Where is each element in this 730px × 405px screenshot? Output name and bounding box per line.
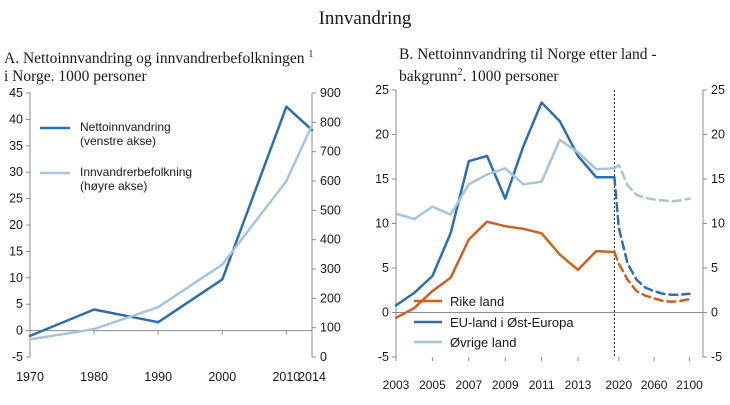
panel-a-right-tick-label: 200 [320,291,341,305]
panel-b-left-tick-label: -5 [378,350,389,364]
panel-b-series-2-historical-line [394,101,616,307]
panel-b-left-tick-label: 25 [375,83,389,97]
panel-a-legend-label: Innvandrerbefolkning [80,165,192,179]
panel-b-x-tick-label: 2005 [419,378,446,392]
panel-b-title-line1: Nettoinnvandring til Norge etter land - [417,46,657,63]
panel-a-left-tick-label: 15 [9,244,23,258]
panel-b-label: B. [399,46,414,63]
panel-a-right-tick-label: 800 [320,115,341,129]
panel-b-series-3-historical-line [394,138,616,221]
panel-b-legend-label: Rike land [450,294,504,309]
panel-b-series-1-projection-line [613,250,691,304]
panel-a-left-tick-label: 10 [9,271,23,285]
panel-a-right-tick-label: 300 [320,262,341,276]
panel-b-x-tick-label: 2007 [455,378,482,392]
panel-a-left-tick-label: 20 [9,218,23,232]
panel-b-title-suffix: . 1000 personer [462,68,559,86]
panel-a-x-tick-label: 2014 [298,370,326,384]
panel-a-left-tick-label: 40 [9,112,23,126]
panel-a-left-tick-label: 45 [9,86,23,100]
panel-a-title-line2: i Norge. 1000 personer [4,68,147,86]
panel-b-x-tick-label: 2011 [529,378,555,392]
panel-a-title-line1: Nettoinnvandring og innvandrerbefolkning… [22,50,305,68]
panel-a-x-tick-label: 1980 [80,370,108,384]
panel-a-legend-note: (venstre akse) [80,134,156,148]
panel-b-right-tick-label: 10 [711,217,725,231]
panel-a-right-tick-label: 100 [320,321,341,335]
panel-a-title: A. Nettoinnvandring og innvandrerbefolkn… [4,46,313,86]
panel-a-series-2-line [28,124,314,341]
panel-a-x-tick-label: 1970 [16,370,44,384]
panel-a-left-tick-label: 25 [9,192,23,206]
panel-b-series-1-historical-line [394,220,616,320]
panel-a-left-tick-label: 30 [9,165,23,179]
panel-b-left-tick-label: 20 [375,128,389,142]
panel-a-x-tick-label: 2000 [208,370,236,384]
panel-b-x-tick-label: 2013 [565,378,592,392]
figure-title: Innvandring [318,8,412,29]
panel-a-left-tick-label: 0 [16,324,23,338]
panel-b-x-tick-label: 2009 [492,378,519,392]
panel-b-left-tick-label: 15 [375,172,389,186]
panel-b-x-tick-label: 2060 [641,378,668,392]
panel-b-legend-label: EU-land i Øst-Europa [450,315,574,330]
panel-b-right-tick-label: 25 [711,83,725,97]
panel-b-footnote-ref: 2 [457,67,463,78]
panel-b-right-tick-label: -5 [711,350,722,364]
panel-a-right-tick-label: 700 [320,145,341,159]
panel-b-right-tick-label: 0 [711,306,718,320]
panel-a-label: A. [4,50,20,68]
panel-a-x-tick-label: 2010 [272,370,300,384]
panel-a-left-tick-label: 5 [16,297,23,311]
panel-a-series-1-line [28,105,314,338]
panel-a-right-tick-label: 900 [320,86,341,100]
panel-b-x-tick-label: 2020 [605,378,632,392]
panel-b-right-tick-label: 5 [711,261,718,275]
panel-b-title: B. Nettoinnvandring til Norge etter land… [399,46,657,86]
panel-b-left-tick-label: 10 [375,217,389,231]
panel-a-legend-label: Nettoinnvandring [80,120,171,134]
panel-a-legend-note: (høyre akse) [80,179,147,193]
panel-b-series-3-projection-line [613,163,691,203]
panel-a-x-tick-label: 1990 [144,370,172,384]
panel-a-right-tick-label: 400 [320,233,341,247]
panel-b-right-tick-label: 15 [711,172,725,186]
panel-a-left-tick-label: 35 [9,139,23,153]
panel-a-right-tick-label: 600 [320,174,341,188]
panel-b-title-line2: bakgrunn [399,68,458,86]
panel-b-left-tick-label: 5 [382,261,389,275]
panel-b-legend-label: Øvrige land [450,335,516,350]
panel-b-right-tick-label: 20 [711,128,725,142]
panel-b-x-tick-label: 2100 [676,378,703,392]
panel-a-right-tick-label: 500 [320,203,341,217]
panel-a-footnote-ref: 1 [308,49,314,60]
panel-b-series-2-projection-line [613,175,691,296]
panel-b-left-tick-label: 0 [382,306,389,320]
panel-b-x-tick-label: 2003 [383,378,410,392]
panel-a-right-tick-label: 0 [320,350,327,364]
panel-a-left-tick-label: -5 [12,350,23,364]
